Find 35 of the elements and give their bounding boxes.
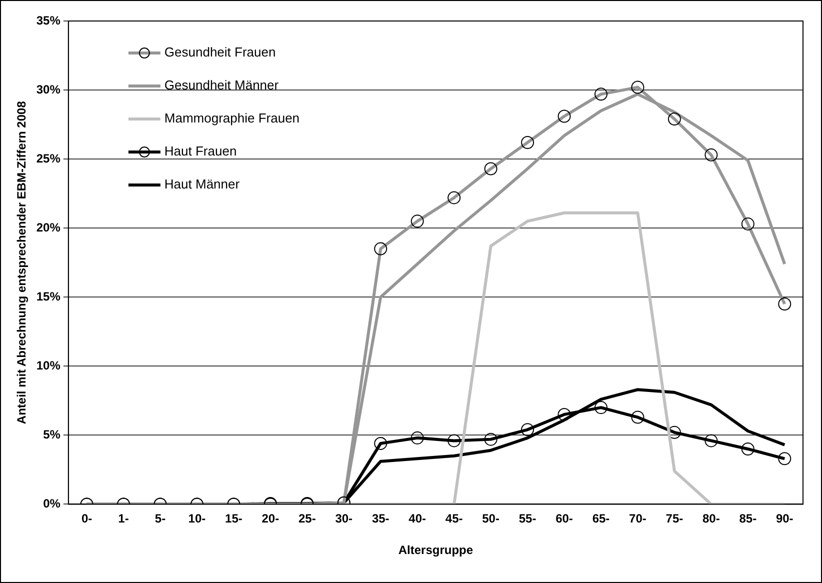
x-axis-title: Altersgruppe	[398, 543, 474, 558]
x-tick-label: 75-	[666, 512, 684, 526]
x-tick-label: 70-	[629, 512, 646, 526]
x-tick-label: 10-	[188, 512, 206, 526]
y-tick-label: 25%	[36, 151, 61, 166]
x-tick-label: 40-	[408, 512, 426, 526]
x-tick-label: 90-	[776, 512, 794, 526]
y-tick-label: 0%	[43, 496, 61, 511]
legend-label: Haut Frauen	[164, 144, 237, 159]
y-tick-label: 5%	[43, 427, 61, 442]
y-tick-label: 15%	[36, 289, 61, 304]
x-tick-label: 65-	[592, 512, 610, 526]
legend-label: Mammographie Frauen	[164, 110, 300, 126]
legend-label: Haut Männer	[164, 176, 240, 192]
x-tick-label: 20-	[262, 512, 280, 526]
y-tick-label: 30%	[36, 82, 61, 96]
legend-label: Gesundheit Frauen	[164, 44, 276, 60]
y-tick-label: 35%	[36, 13, 61, 28]
x-tick-label: 80-	[702, 512, 720, 526]
legend-label: Gesundheit Männer	[164, 78, 280, 93]
x-tick-label: 1-	[118, 512, 129, 526]
x-tick-label: 55-	[518, 512, 536, 526]
y-axis-title: Anteil mit Abrechnung entsprechender EBM-Ziffern 2008	[14, 100, 29, 424]
x-tick-label: 45-	[445, 512, 463, 526]
x-tick-label: 60-	[556, 512, 573, 526]
x-tick-label: 15-	[225, 512, 242, 526]
y-tick-label: 20%	[36, 220, 61, 234]
x-tick-label: 0-	[81, 512, 92, 526]
x-tick-label: 5-	[154, 512, 166, 526]
y-tick-label: 10%	[36, 358, 61, 372]
x-tick-label: 30-	[335, 512, 353, 526]
x-tick-label: 25-	[298, 512, 316, 526]
x-tick-label: 85-	[739, 512, 757, 526]
x-tick-label: 35-	[372, 512, 390, 526]
x-tick-label: 50-	[482, 512, 500, 526]
